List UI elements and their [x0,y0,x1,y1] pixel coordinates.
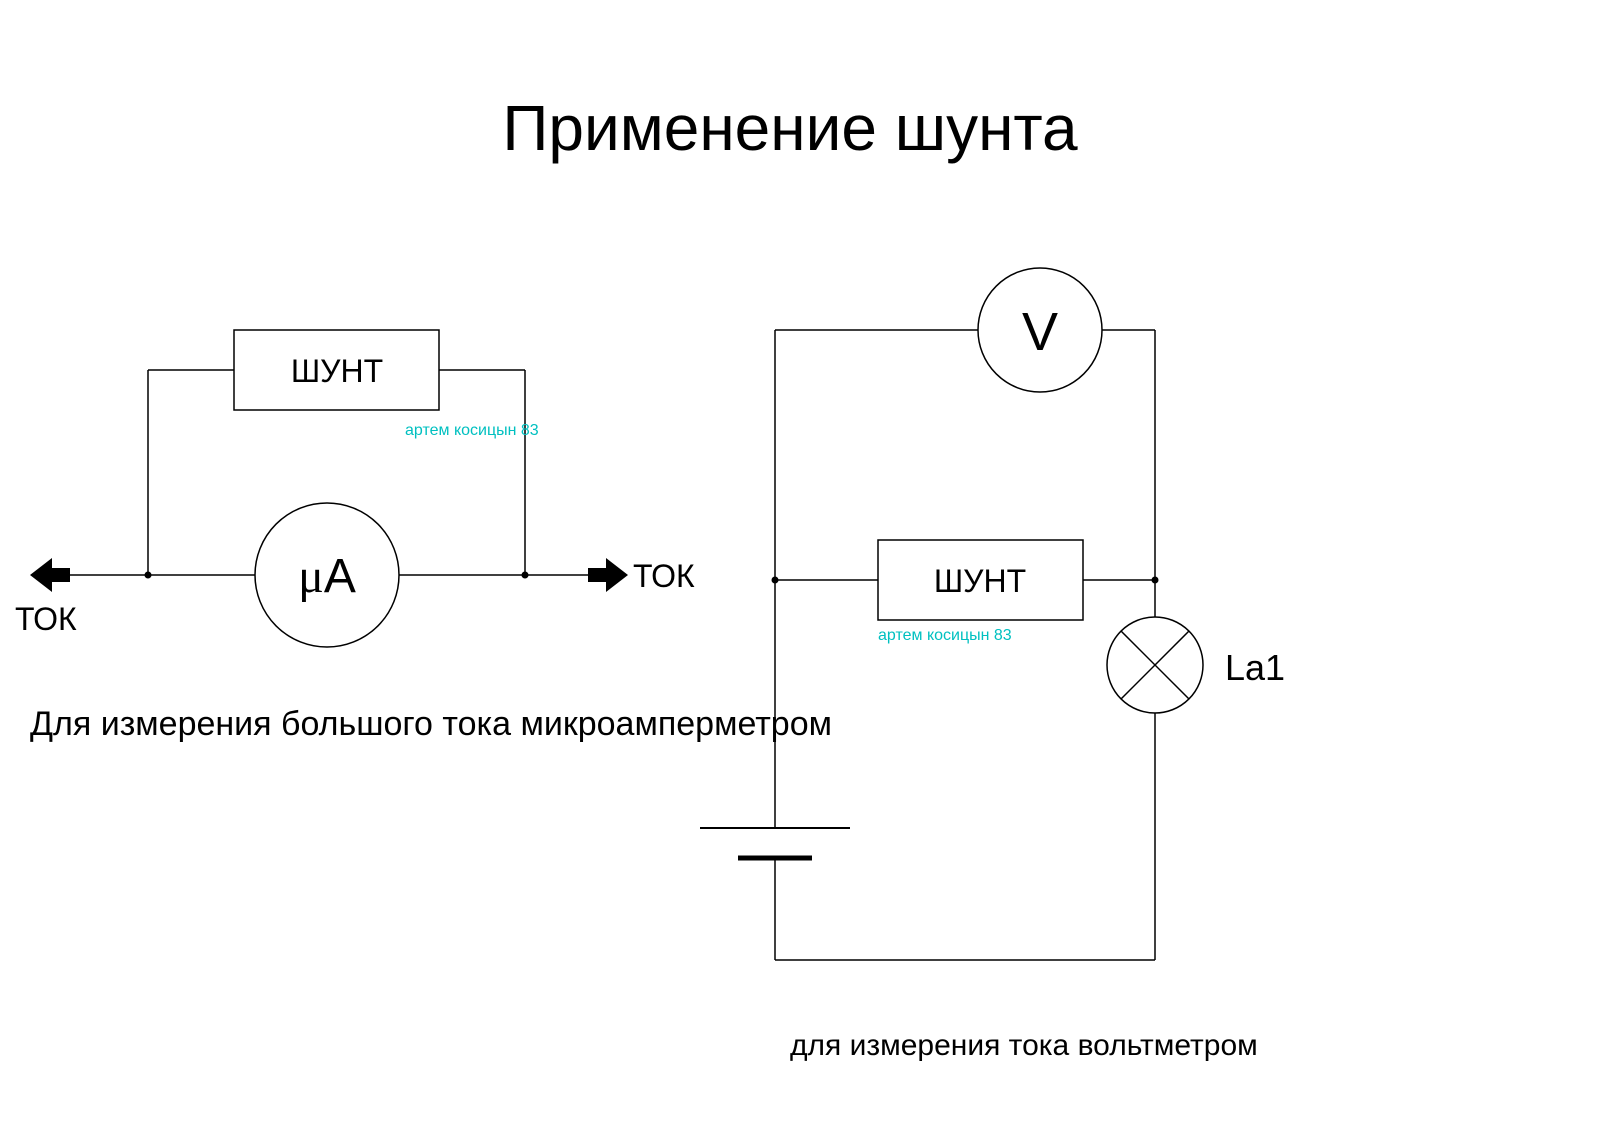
tok-label-left: ТОК [15,601,77,637]
microammeter-label: μA [298,550,356,603]
page-title: Применение шунта [502,92,1078,164]
right-circuit: V ШУНТ артем косицын 83 La1 для измерени… [700,268,1285,1062]
shunt-label: ШУНТ [291,353,383,389]
watermark-left: артем косицын 83 [405,422,539,439]
arrow-right-icon [588,558,628,592]
lamp-label: La1 [1225,647,1285,688]
watermark-right: артем косицын 83 [878,627,1012,644]
tok-label-right: ТОК [633,558,695,594]
right-caption: для измерения тока вольтметром [790,1029,1258,1062]
voltmeter-label: V [1022,302,1058,362]
shunt-label-right: ШУНТ [934,563,1026,599]
diagram-canvas: Применение шунта ШУНТ артем косицын 83 μ… [0,0,1600,1131]
junction-dot [145,572,152,579]
junction-dot [522,572,529,579]
arrow-left-icon [30,558,70,592]
left-circuit: ШУНТ артем косицын 83 μA ТОК ТОК Для изм… [15,330,832,743]
left-caption: Для измерения большого тока микроамперме… [30,705,832,743]
